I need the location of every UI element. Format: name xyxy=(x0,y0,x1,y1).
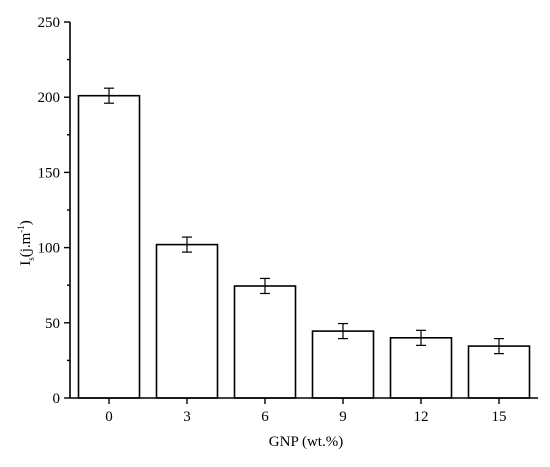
x-axis-title: GNP (wt.%) xyxy=(269,434,343,450)
bars-group xyxy=(77,94,531,399)
y-axis-title-unit-open: (j.m xyxy=(18,232,34,257)
bar-15 xyxy=(467,345,531,399)
y-tick-label-150: 150 xyxy=(38,165,61,181)
y-tick-label-50: 50 xyxy=(45,316,60,332)
error-bars-group xyxy=(104,87,504,355)
bar-12 xyxy=(389,336,453,399)
y-axis-title: Is(j.m-1) xyxy=(16,220,36,266)
y-axis-title-main: I xyxy=(18,261,34,266)
x-tick-label-3: 3 xyxy=(183,409,191,425)
x-tick-label-0: 0 xyxy=(105,409,113,425)
y-axis-title-subscript: s xyxy=(26,257,36,261)
bar-3 xyxy=(155,243,219,399)
x-tick-label-9: 9 xyxy=(339,409,347,425)
y-tick-label-0: 0 xyxy=(53,391,61,407)
y-tick-label-250: 250 xyxy=(38,15,61,31)
x-tick-label-12: 12 xyxy=(414,409,429,425)
y-tick-label-200: 200 xyxy=(38,90,61,106)
x-tick-label-15: 15 xyxy=(492,409,507,425)
bar-0 xyxy=(77,94,141,399)
x-ticks-group: 0 3 6 9 12 15 xyxy=(105,398,507,425)
x-tick-label-6: 6 xyxy=(261,409,269,425)
bar-9 xyxy=(311,330,375,399)
bar-6 xyxy=(233,285,297,399)
y-axis-title-superscript: -1 xyxy=(16,225,26,233)
y-axis-title-unit-close: ) xyxy=(18,220,34,225)
y-tick-label-100: 100 xyxy=(38,241,61,257)
y-ticks-group: 0 50 100 150 200 250 xyxy=(38,15,70,407)
